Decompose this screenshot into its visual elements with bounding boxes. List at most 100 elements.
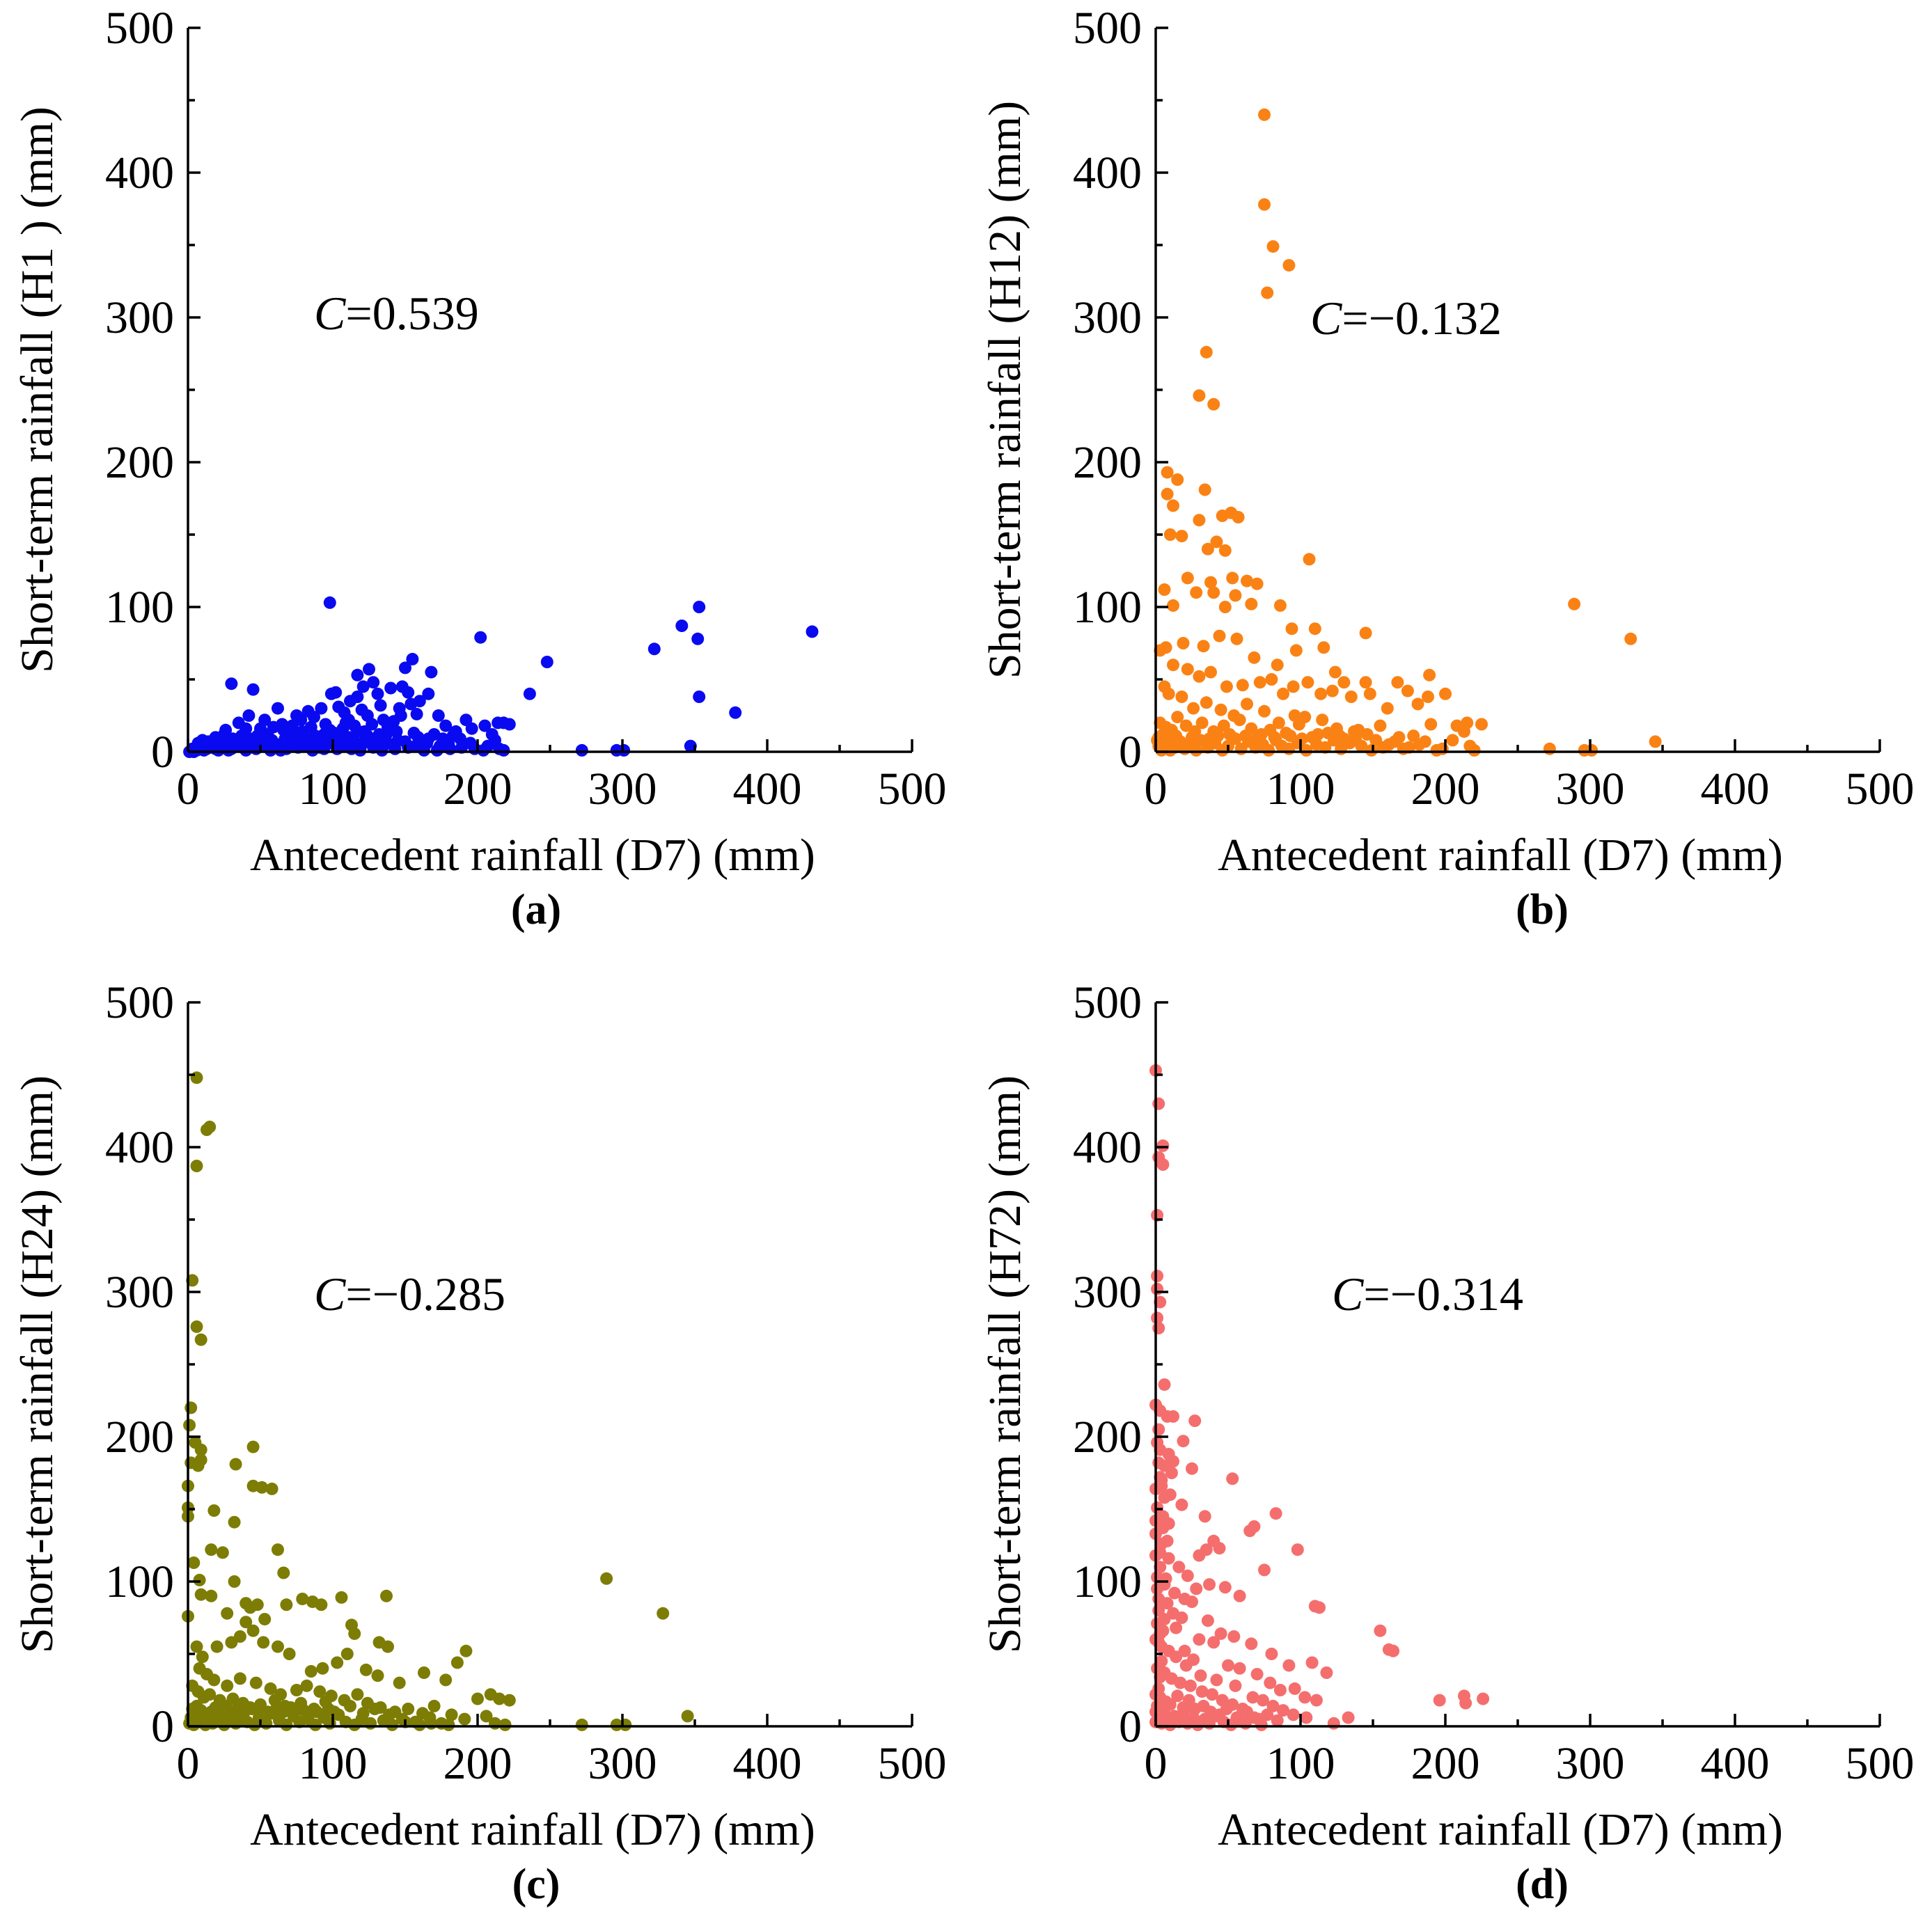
scatter-point: [600, 1572, 613, 1585]
scatter-point: [497, 743, 510, 757]
scatter-point: [1292, 718, 1305, 731]
scatter-point: [1475, 718, 1488, 731]
scatter-point: [1585, 743, 1599, 757]
scatter-point: [1310, 1694, 1323, 1707]
scatter-point: [207, 1673, 221, 1687]
scatter-point: [1198, 1510, 1211, 1523]
scatter-point: [1207, 586, 1220, 599]
x-tick-label: 400: [1701, 1738, 1770, 1789]
scatter-point: [221, 1679, 234, 1692]
scatter-point: [1232, 511, 1245, 523]
x-tick-label: 500: [1846, 764, 1915, 814]
scatter-point: [256, 1704, 269, 1717]
panel-d: 00 100 100 200 200 300 300 400 400 500 500 C=−0.31…: [980, 977, 1915, 1908]
scatter-points: [1149, 1064, 1490, 1731]
scatter-point: [1264, 1676, 1277, 1689]
scatter-point: [1181, 663, 1194, 676]
scatter-point: [418, 1666, 430, 1679]
scatter-point: [311, 1705, 324, 1719]
scatter-point: [1250, 1668, 1264, 1681]
scatter-point: [1265, 1648, 1278, 1660]
scatter-point: [390, 725, 403, 738]
scatter-point: [1241, 697, 1253, 711]
scatter-point: [246, 1624, 260, 1637]
x-tick-label: 0: [177, 764, 200, 814]
scatter-point: [316, 1662, 329, 1675]
scatter-point: [1151, 1270, 1164, 1283]
scatter-point: [1381, 702, 1394, 715]
y-tick-label: 400: [1073, 148, 1142, 198]
scatter-point: [1327, 1717, 1340, 1730]
y-tick-label: 0: [1119, 727, 1142, 778]
scatter-point: [445, 1708, 458, 1721]
scatter-point: [1273, 1684, 1287, 1696]
scatter-point: [1151, 1617, 1164, 1630]
y-tick-label: 200: [105, 1412, 174, 1462]
scatter-point: [323, 723, 336, 736]
scatter-point: [1220, 680, 1233, 693]
scatter-point: [1207, 1636, 1220, 1649]
scatter-point: [1193, 1633, 1206, 1646]
scatter-point: [331, 1656, 344, 1669]
correlation-symbol: C: [1310, 292, 1342, 345]
scatter-point: [1255, 1718, 1268, 1731]
scatter-point: [1188, 1414, 1202, 1428]
x-axis-title: Antecedent rainfall (D7) (mm): [250, 830, 815, 881]
panel-label: (a): [511, 886, 561, 933]
scatter-point: [399, 735, 411, 748]
scatter-point: [287, 727, 300, 739]
y-tick-label: 200: [1073, 437, 1142, 488]
scatter-point: [1203, 1578, 1216, 1591]
y-tick-label: 200: [1073, 1412, 1142, 1462]
scatter-point: [364, 1717, 377, 1730]
correlation-value: =−0.132: [1342, 292, 1502, 345]
scatter-point: [1374, 1624, 1387, 1637]
y-axis-title: Short-term rainfall (H12) (mm): [980, 101, 1030, 679]
scatter-point: [1233, 713, 1246, 727]
scatter-point: [1186, 1462, 1198, 1475]
scatter-point: [1261, 286, 1274, 299]
scatter-point: [575, 1718, 588, 1731]
scatter-point: [296, 1593, 309, 1605]
scatter-point: [1229, 1679, 1242, 1692]
scatter-point: [233, 1630, 246, 1643]
y-tick-label: 500: [1073, 977, 1142, 1028]
scatter-point: [1227, 1630, 1241, 1643]
scatter-point: [267, 720, 280, 734]
scatter-point: [1543, 742, 1556, 755]
scatter-point: [1158, 583, 1171, 596]
scatter-point: [1241, 574, 1253, 588]
scatter-point: [458, 1712, 471, 1726]
scatter-point: [1170, 730, 1183, 743]
scatter-point: [363, 663, 375, 676]
scatter-point: [402, 1703, 415, 1715]
scatter-point: [249, 1676, 262, 1689]
scatter-point: [1181, 1569, 1194, 1582]
scatter-point: [493, 1692, 506, 1705]
scatter-point: [1195, 716, 1209, 730]
scatter-point: [480, 1710, 493, 1723]
scatter-point: [203, 1688, 217, 1701]
scatter-point: [1193, 670, 1206, 683]
scatter-point: [1193, 1549, 1206, 1562]
scatter-point: [194, 1704, 207, 1717]
scatter-point: [1175, 530, 1188, 543]
scatter-point: [1167, 499, 1179, 512]
scatter-point: [1216, 510, 1229, 522]
scatter-point: [1226, 731, 1239, 744]
x-tick-label: 200: [1411, 1738, 1480, 1789]
scatter-point: [348, 719, 361, 732]
axes: 00 100 100 200 200 300 300 400 400 500 500: [105, 977, 947, 1789]
scatter-point: [257, 1636, 270, 1649]
correlation-label: C=0.539: [314, 287, 479, 340]
scatter-point: [190, 1640, 203, 1653]
x-axis-title: Antecedent rainfall (D7) (mm): [1218, 1804, 1783, 1855]
scatter-point: [1236, 679, 1249, 692]
scatter-point: [1190, 743, 1203, 757]
y-tick-label: 500: [105, 977, 174, 1028]
scatter-point: [308, 711, 320, 724]
y-tick-label: 400: [1073, 1122, 1142, 1173]
scatter-point: [246, 1440, 260, 1453]
scatter-point: [1204, 665, 1217, 679]
